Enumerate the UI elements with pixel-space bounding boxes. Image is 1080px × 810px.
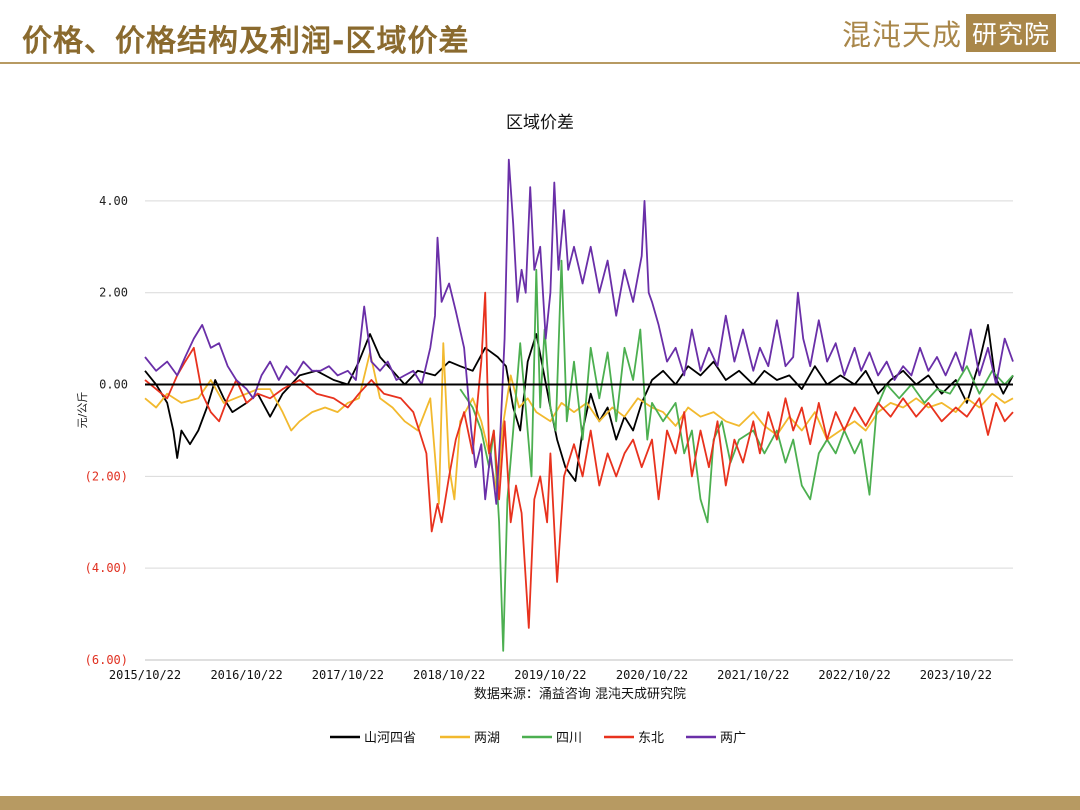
x-tick-label: 2015/10/22: [109, 668, 181, 682]
legend: 山河四省 两湖 四川 东北 两广: [330, 731, 746, 746]
y-tick-label: 0.00: [99, 378, 128, 392]
y-tick-label: 2.00: [99, 286, 128, 300]
y-tick-label: 4.00: [99, 194, 128, 208]
logo-seal: 研究院: [965, 14, 1056, 52]
legend-label: 两广: [720, 731, 746, 746]
x-tick-label: 2020/10/22: [616, 668, 688, 682]
series-line-3: [144, 291, 1014, 629]
data-source-note: 数据来源：涌益咨询 混沌天成研究院: [474, 687, 686, 702]
y-tick-label: (2.00): [85, 469, 128, 483]
logo-text: 混沌天成: [841, 18, 962, 52]
legend-label: 四川: [556, 731, 582, 746]
x-tick-label: 2019/10/22: [514, 668, 586, 682]
y-tick-labels: 4.00 2.00 0.00 (2.00) (4.00) (6.00): [85, 194, 128, 667]
legend-label: 两湖: [474, 731, 500, 746]
page-title: 价格、价格结构及利润-区域价差: [22, 24, 470, 59]
series-line-0: [144, 324, 1014, 482]
y-axis-label: 元/公斤: [76, 392, 89, 429]
header-divider: [0, 62, 1080, 64]
x-tick-label: 2022/10/22: [818, 668, 890, 682]
y-tick-label: (6.00): [85, 653, 128, 667]
x-tick-labels: 2015/10/22 2016/10/22 2017/10/22 2018/10/22…: [109, 668, 992, 682]
brand-logo: 混沌天成 研究院: [842, 12, 1056, 54]
chart-title: 区域价差: [506, 113, 574, 133]
series-layer: [144, 158, 1014, 652]
x-tick-label: 2016/10/22: [210, 668, 282, 682]
series-line-4: [144, 158, 1014, 505]
x-tick-label: 2018/10/22: [413, 668, 485, 682]
legend-label: 山河四省: [364, 731, 416, 746]
x-tick-label: 2017/10/22: [312, 668, 384, 682]
series-line-2: [459, 259, 1014, 652]
series-line-1: [144, 342, 1014, 505]
y-tick-label: (4.00): [85, 561, 128, 575]
x-tick-label: 2023/10/22: [920, 668, 992, 682]
legend-label: 东北: [638, 731, 664, 746]
x-tick-label: 2021/10/22: [717, 668, 789, 682]
footer-bar: [0, 796, 1080, 810]
